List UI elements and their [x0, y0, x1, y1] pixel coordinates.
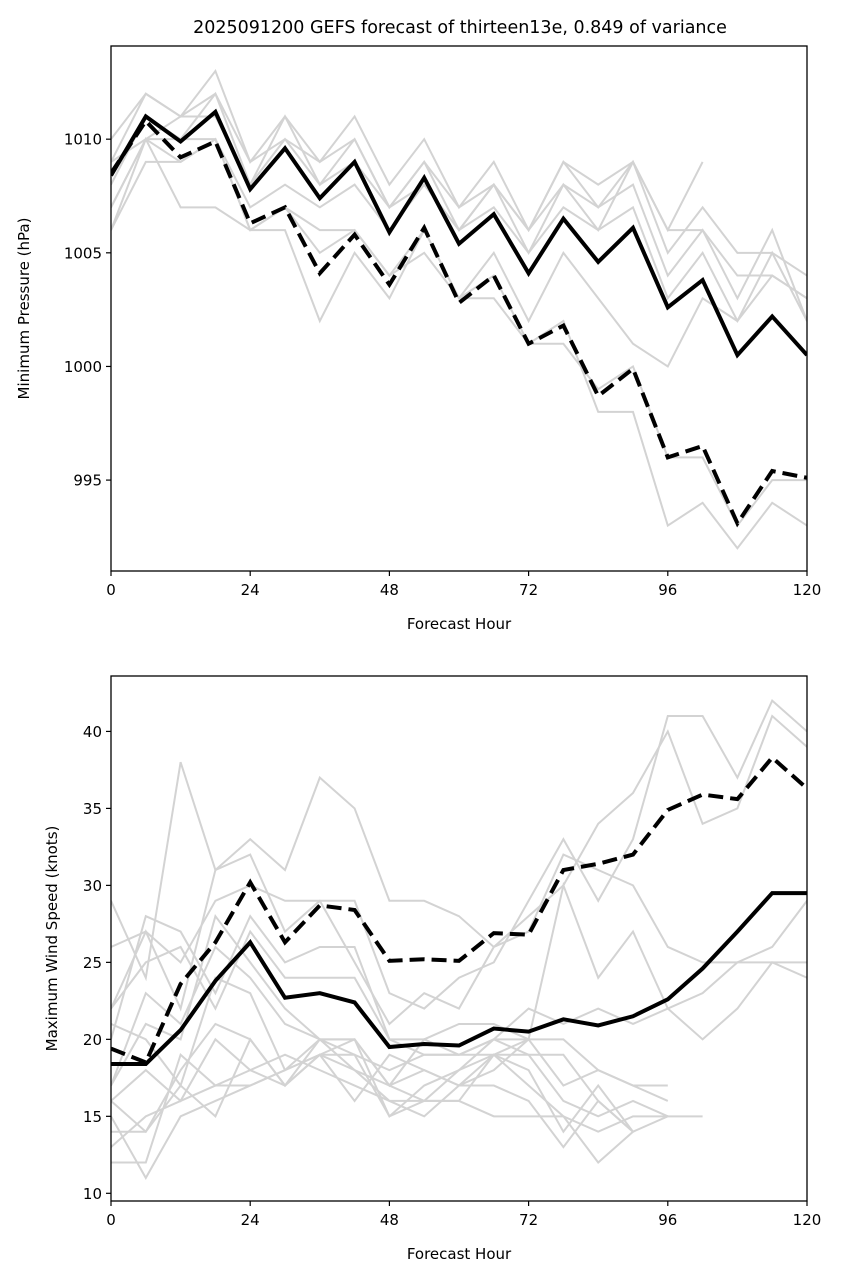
x-tick-label: 48: [380, 581, 399, 599]
x-tick-label: 120: [793, 581, 822, 599]
chart-title: 2025091200 GEFS forecast of thirteen13e,…: [193, 18, 727, 38]
y-axis-label: Minimum Pressure (hPa): [15, 218, 33, 400]
member-line-8: [111, 138, 807, 528]
member-line-5: [111, 137, 807, 323]
plot-frame: [110, 675, 808, 1202]
pressure-panel: 0 24 48 72 96 120 995 1000 1005 1010 Forecast Hour…: [15, 45, 822, 633]
member-line-11: [111, 1022, 634, 1133]
x-tick-label: 24: [241, 1211, 260, 1229]
x-tick-label: 0: [106, 1211, 116, 1229]
x-tick-label: 96: [658, 1211, 677, 1229]
y-tick-label: 1005: [64, 244, 102, 262]
member-line-1: [111, 68, 704, 233]
member-line-3: [111, 853, 807, 1026]
x-tick-label: 96: [658, 581, 677, 599]
x-tick-label: 0: [106, 581, 116, 599]
member-line-14: [111, 1038, 529, 1180]
x-tick-label: 72: [519, 581, 538, 599]
wind-panel: 0 24 48 72 96 120 10 15 20 25 30 35 40 Forecast Hour M…: [43, 675, 822, 1263]
member-line-1: [111, 698, 807, 1010]
y-axis-label: Maximum Wind Speed (knots): [43, 826, 61, 1052]
x-axis-label: Forecast Hour: [407, 615, 512, 633]
x-tick-label: 48: [380, 1211, 399, 1229]
y-tick-label: 15: [83, 1108, 102, 1126]
reconstruction-line: [111, 117, 807, 528]
y-tick-label: 1000: [64, 358, 102, 376]
ensemble-mean-line: [111, 891, 807, 1066]
member-line-2: [111, 714, 807, 1012]
y-tick-label: 20: [83, 1031, 102, 1049]
reconstruction-line: [111, 754, 807, 1066]
y-tick-label: 40: [83, 723, 102, 741]
x-tick-label: 120: [793, 1211, 822, 1229]
x-tick-label: 72: [519, 1211, 538, 1229]
member-line-7: [111, 945, 669, 1118]
x-tick-label: 24: [241, 581, 260, 599]
member-line-2: [111, 92, 807, 277]
plot-frame: [110, 45, 808, 572]
member-line-7: [111, 136, 807, 550]
y-tick-label: 995: [73, 472, 102, 490]
ensemble-members: [111, 68, 807, 550]
ensemble-mean-line: [111, 108, 807, 359]
x-axis-label: Forecast Hour: [407, 1245, 512, 1263]
y-tick-label: 30: [83, 877, 102, 895]
y-tick-label: 10: [83, 1185, 102, 1203]
y-tick-label: 35: [83, 800, 102, 818]
y-tick-label: 1010: [64, 131, 102, 149]
y-tick-label: 25: [83, 954, 102, 972]
